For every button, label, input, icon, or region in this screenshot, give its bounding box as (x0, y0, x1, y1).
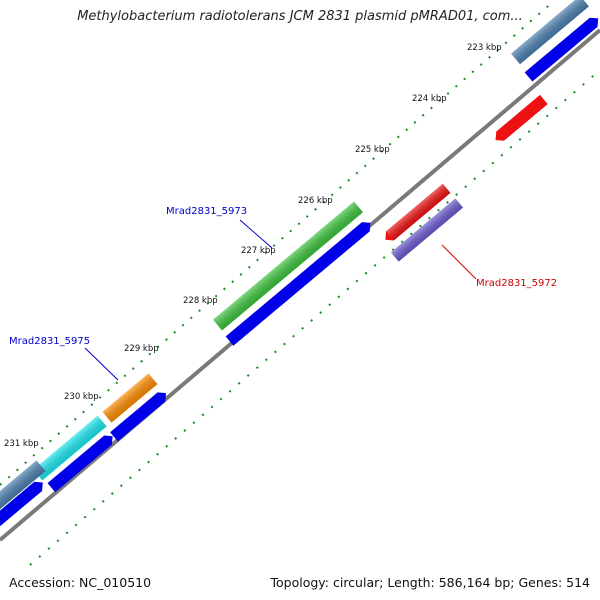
label-leader-5975 (84, 347, 119, 381)
label-leader-5973 (239, 219, 273, 249)
gene-label-mrad5973[interactable]: Mrad2831_5973 (166, 206, 247, 217)
tick-label: 230 kbp (64, 392, 99, 402)
tick-label: 225 kbp (355, 145, 390, 155)
cds-blue-top[interactable] (524, 14, 600, 82)
label-leader-5972 (441, 244, 477, 280)
cds-slate[interactable] (390, 198, 464, 262)
cds-blue-lower[interactable] (110, 389, 170, 442)
cds-red-224[interactable] (492, 94, 548, 145)
tick-labels: 223 kbp 224 kbp 225 kbp 226 kbp 227 kbp … (4, 43, 502, 449)
cds-orange[interactable] (102, 373, 158, 423)
cds-green-5973[interactable] (213, 201, 363, 331)
cds-red-5972[interactable] (382, 183, 451, 245)
cds-steel-top[interactable] (511, 0, 589, 65)
cds-steel-left[interactable] (0, 460, 46, 510)
tick-label: 224 kbp (412, 94, 447, 104)
genome-summary-text: Topology: circular; Length: 586,164 bp; … (270, 575, 591, 590)
gene-label-mrad5975[interactable]: Mrad2831_5975 (9, 336, 90, 347)
inner-tick-track (29, 69, 600, 566)
tick-label: 231 kbp (4, 439, 39, 449)
cds-blue-left-b[interactable] (0, 478, 47, 533)
gene-label-mrad5972[interactable]: Mrad2831_5972 (476, 278, 557, 289)
tick-label: 223 kbp (467, 43, 502, 53)
cds-cyan[interactable] (33, 415, 107, 481)
accession-text: Accession: NC_010510 (9, 575, 152, 590)
tick-label: 226 kbp (298, 196, 333, 206)
cds-blue-mid[interactable] (225, 218, 375, 346)
cds-blue-left-a[interactable] (47, 432, 117, 493)
tick-label: 228 kbp (183, 296, 218, 306)
tick-label: 229 kbp (124, 344, 159, 354)
tick-label: 227 kbp (241, 246, 276, 256)
map-title: Methylobacterium radiotolerans JCM 2831 … (77, 9, 523, 24)
outer-tick-track (0, 0, 556, 486)
